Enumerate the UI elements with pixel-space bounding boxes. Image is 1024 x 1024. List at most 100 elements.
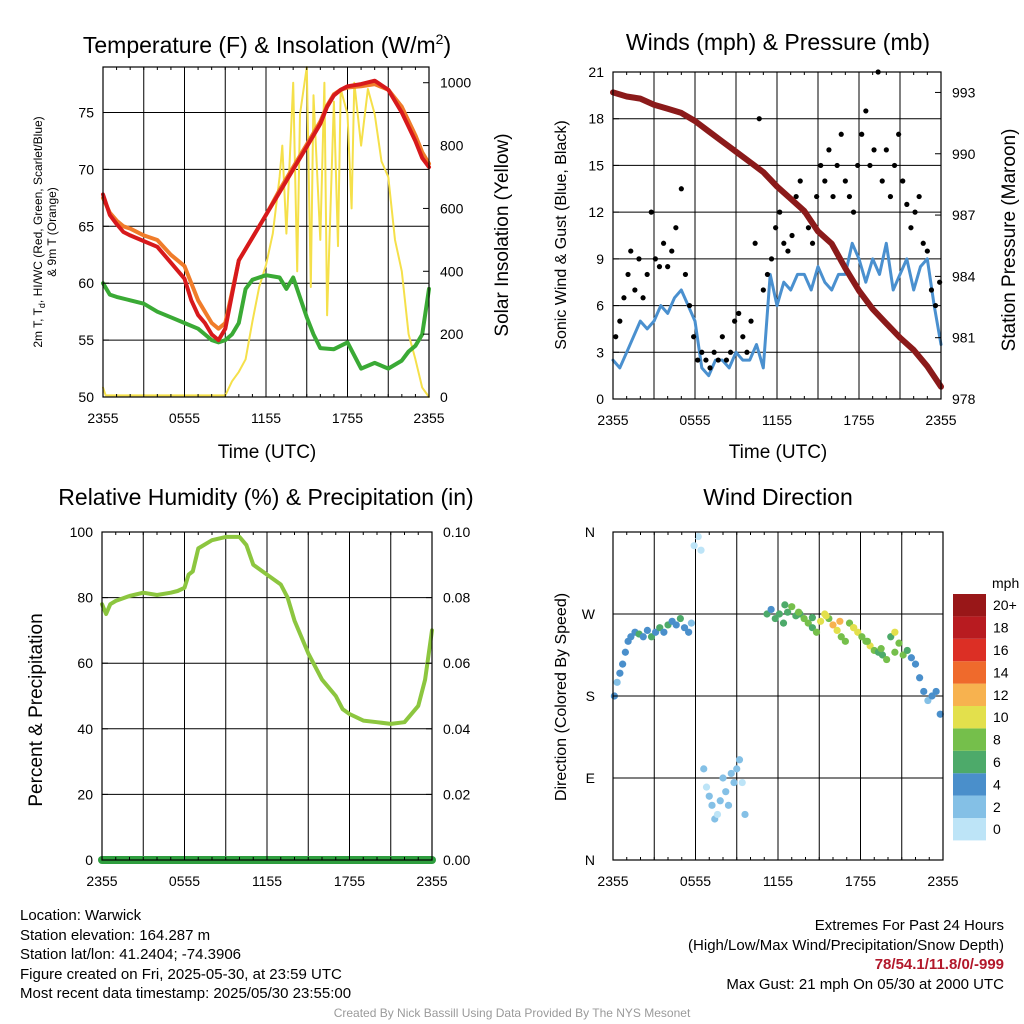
- gust-point: [673, 225, 679, 231]
- gust-point: [723, 357, 730, 363]
- direction-point: [676, 614, 684, 623]
- gust-point: [740, 334, 746, 340]
- gust-point: [805, 225, 812, 231]
- direction-point: [891, 628, 899, 636]
- temperature-ylabel-right: Solar Insolation (Yellow): [492, 133, 513, 336]
- svg-text:2m T, Td, HI/WC (Red, Green, S: 2m T, Td, HI/WC (Red, Green, Scarlet/Blu…: [31, 116, 47, 347]
- direction-point: [621, 648, 629, 656]
- temperature-title: Temperature (F) & Insolation (W/m2): [83, 31, 451, 58]
- x-tick-label: 2355: [597, 873, 628, 889]
- direction-point: [656, 624, 664, 632]
- x-tick-label: 1155: [252, 873, 282, 889]
- gust-point: [904, 201, 910, 207]
- y-tick-label: 60: [78, 275, 94, 291]
- y-tick-label: 80: [77, 590, 93, 606]
- direction-point: [911, 660, 920, 668]
- x-tick-label: 1755: [843, 412, 874, 428]
- station-info: Location: Warwick Station elevation: 164…: [20, 906, 351, 1004]
- gust-point: [814, 193, 820, 200]
- direction-point: [836, 617, 844, 625]
- direction-point: [771, 614, 779, 623]
- gust-point: [711, 349, 717, 355]
- gust-point: [628, 248, 634, 254]
- y-tick-label: 0.08: [443, 590, 470, 606]
- y-tick-label: 993: [952, 84, 976, 100]
- direction-point: [936, 710, 944, 718]
- x-tick-label: 2355: [597, 412, 628, 428]
- temperature-panel: Temperature (F) & Insolation (W/m2) 2355…: [31, 31, 513, 463]
- gust-point: [699, 349, 705, 355]
- y-tick-label: 1000: [440, 75, 471, 91]
- direction-point: [812, 628, 821, 636]
- gust-point: [855, 162, 861, 169]
- y-tick-label: 50: [78, 389, 94, 405]
- pressure-line: [610, 89, 944, 390]
- gust-point: [752, 240, 758, 246]
- max-gust: Max Gust: 21 mph On 05/30 at 2000 UTC: [726, 975, 1004, 993]
- gust-point: [908, 225, 914, 231]
- y-tick-label: 0.10: [443, 524, 470, 540]
- direction-point: [781, 601, 789, 609]
- y-tick-label: 0: [85, 852, 93, 868]
- y-tick-label: 15: [588, 157, 604, 173]
- y-tick-label: 18: [588, 111, 604, 127]
- gust-point: [879, 178, 885, 184]
- direction-point: [903, 646, 911, 655]
- direction-point: [833, 626, 841, 635]
- y-tick-label: 0.00: [443, 852, 470, 868]
- winds-ylabel-left: Sonic Wind & Gust (Blue, Black): [553, 120, 570, 349]
- direction-point: [733, 765, 741, 773]
- gust-point: [928, 287, 935, 293]
- direction-point: [647, 633, 656, 641]
- gust-point: [632, 287, 638, 293]
- direction-point: [924, 696, 932, 705]
- direction-point: [878, 651, 887, 659]
- direction-point: [784, 608, 792, 616]
- direction-point: [863, 637, 871, 645]
- x-tick-label: 2355: [87, 410, 118, 426]
- y-tick-label: 0: [440, 389, 448, 405]
- x-tick-label: 2355: [86, 873, 117, 889]
- humidity-gridlines: [102, 532, 432, 860]
- relative-humidity-line: [100, 534, 434, 726]
- direction-point: [928, 692, 936, 700]
- direction-point: [639, 633, 647, 641]
- gust-point: [867, 162, 873, 169]
- colorbar-label: 10: [993, 709, 1009, 725]
- y-tick-label: 0: [596, 391, 604, 407]
- direction-point: [680, 624, 689, 632]
- y-tick-label: W: [582, 606, 596, 622]
- temperature-series: [101, 66, 431, 398]
- gust-point: [613, 334, 619, 340]
- y-tick-label: 987: [952, 207, 976, 223]
- series-insolation-line: [102, 66, 430, 398]
- gust-point: [764, 271, 771, 278]
- gust-point: [660, 240, 667, 246]
- direction-point: [690, 542, 698, 550]
- gust-point: [695, 357, 701, 363]
- gust-point: [665, 264, 671, 270]
- series-td-line: [101, 273, 431, 371]
- winds-ylabel-right: Station Pressure (Maroon): [999, 129, 1020, 352]
- y-tick-label: E: [586, 770, 595, 786]
- direction-point: [804, 619, 812, 627]
- gust-point: [773, 225, 779, 231]
- extremes-subheading: (High/Low/Max Wind/Precipitation/Snow De…: [688, 936, 1004, 954]
- direction-point: [643, 626, 651, 635]
- winds-xlabel: Time (UTC): [729, 442, 828, 463]
- humidity-ticks: 2355 0555 1155 1755 2355 0 20 40 60 80 100 0.00 0.02…: [70, 524, 471, 889]
- x-tick-label: 1155: [763, 873, 793, 889]
- direction-point: [920, 687, 928, 696]
- y-tick-label: 0.06: [443, 655, 470, 671]
- colorbar-swatch: [953, 773, 986, 796]
- gust-point: [777, 209, 783, 215]
- extremes-info: Extremes For Past 24 Hours (High/Low/Max…: [688, 916, 1004, 994]
- gust-point: [887, 193, 894, 200]
- gust-point: [789, 232, 795, 239]
- gust-point: [871, 147, 877, 153]
- gust-point: [842, 178, 848, 184]
- direction-point: [705, 792, 713, 800]
- direction-point: [788, 603, 796, 611]
- station-elevation: Station elevation: 164.287 m: [20, 926, 211, 944]
- direction-point: [697, 546, 705, 554]
